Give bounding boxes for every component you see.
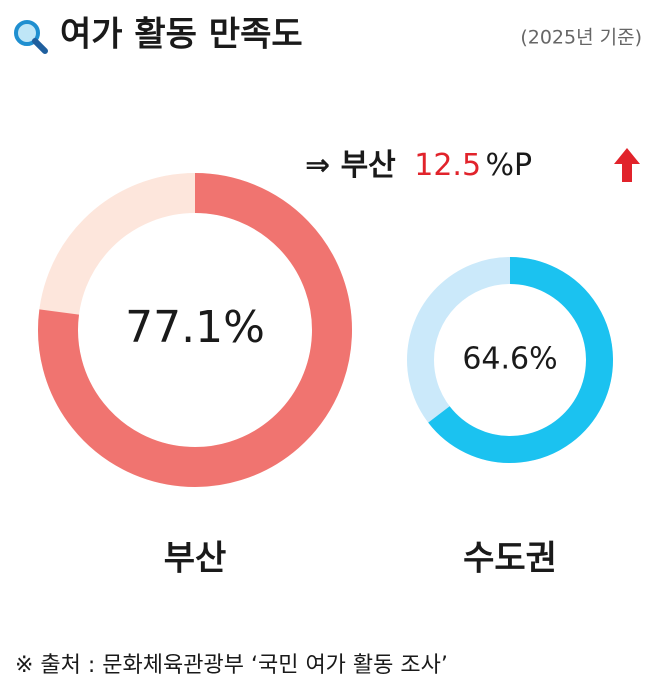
annotation-value: 12.5 bbox=[414, 148, 481, 183]
category-label: 수도권 bbox=[463, 539, 557, 579]
chart-title: 여가 활동 만족도 bbox=[60, 15, 303, 55]
search-icon bbox=[14, 20, 48, 54]
donut-arc bbox=[38, 173, 352, 487]
category-label: 부산 bbox=[164, 539, 227, 579]
annotation-unit: %P bbox=[485, 148, 532, 183]
annotation-prefix: ⇒ 부산 bbox=[305, 148, 396, 183]
value-label: 77.1% bbox=[125, 302, 265, 353]
donut-arc bbox=[428, 257, 613, 463]
up-arrow-icon bbox=[614, 148, 640, 182]
chart-subtitle: (2025년 기준) bbox=[520, 27, 642, 49]
annotation: ⇒ 부산 12.5 %P bbox=[305, 148, 532, 183]
source-note: ※ 출처 : 문화체육관광부 ‘국민 여가 활동 조사’ bbox=[15, 653, 448, 678]
value-label: 64.6% bbox=[462, 342, 557, 377]
